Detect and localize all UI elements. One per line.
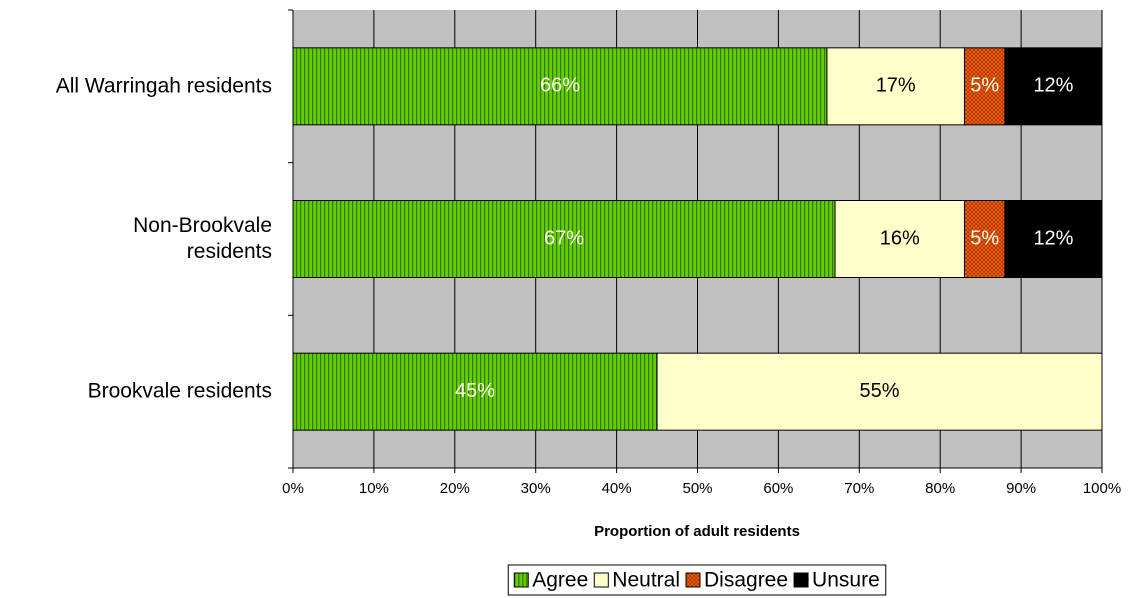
bar-segment (292, 352, 658, 431)
bar-segment (1004, 200, 1103, 278)
bar-segment (292, 200, 836, 278)
legend-label: Disagree (704, 569, 788, 592)
x-tick-label: 30% (521, 480, 551, 497)
y-tick-label: All Warringah residents (56, 74, 272, 97)
data-label: 67% (544, 227, 584, 249)
x-tick-label: 0% (282, 480, 304, 497)
x-tick-label: 70% (844, 480, 874, 497)
legend-label: Neutral (612, 569, 680, 592)
y-tick-label: Brookvale residents (88, 379, 272, 402)
x-tick-label: 50% (682, 480, 712, 497)
x-tick-label: 80% (925, 480, 955, 497)
data-label: 45% (455, 380, 495, 402)
legend-swatch (513, 572, 529, 588)
data-label: 12% (1033, 75, 1073, 97)
data-label: 12% (1033, 227, 1073, 249)
legend-swatch (793, 572, 809, 588)
bar-segment (1004, 47, 1103, 126)
legend-label: Agree (532, 569, 588, 592)
x-tick-label: 60% (763, 480, 793, 497)
data-label: 17% (876, 75, 916, 97)
bar-segment (292, 47, 828, 126)
legend: Agree Neutral Disagree Unsure (507, 564, 887, 596)
legend-swatch (593, 572, 609, 588)
data-label: 55% (860, 380, 900, 402)
bar-segment (963, 200, 1006, 278)
x-tick-label: 100% (1083, 480, 1121, 497)
bar-segment (963, 47, 1006, 126)
x-axis-title: Proportion of adult residents (594, 523, 800, 540)
data-label: 5% (970, 227, 999, 249)
x-tick-label: 40% (602, 480, 632, 497)
x-tick-label: 20% (440, 480, 470, 497)
legend-swatch (685, 572, 701, 588)
data-label: 5% (970, 75, 999, 97)
bar-segment (656, 352, 1103, 431)
x-tick-label: 10% (359, 480, 389, 497)
data-label: 16% (880, 227, 920, 249)
data-label: 66% (540, 75, 580, 97)
x-tick-label: 90% (1006, 480, 1036, 497)
legend-label: Unsure (812, 569, 880, 592)
y-tick-label: Non-Brookvale residents (133, 214, 272, 263)
